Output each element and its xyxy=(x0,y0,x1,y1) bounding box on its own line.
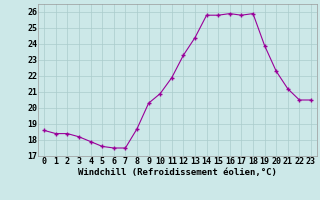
X-axis label: Windchill (Refroidissement éolien,°C): Windchill (Refroidissement éolien,°C) xyxy=(78,168,277,177)
